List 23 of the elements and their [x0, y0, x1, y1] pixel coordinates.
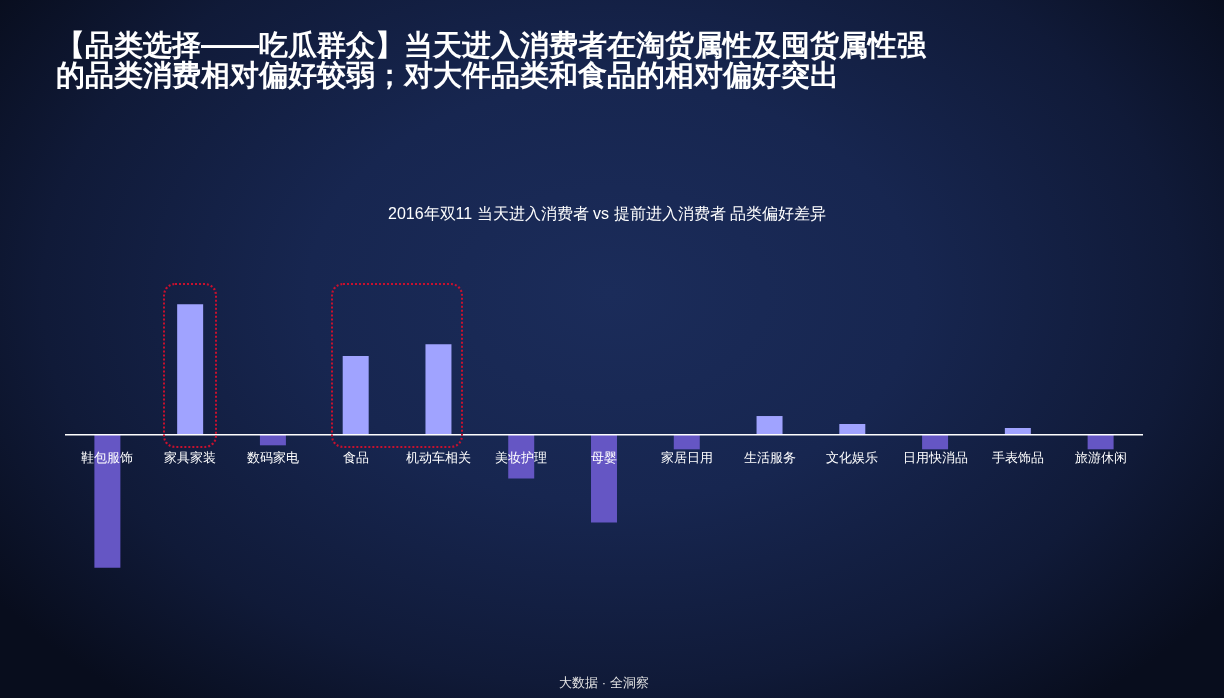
- x-tick-label: 手表饰品: [991, 450, 1044, 466]
- text: 大数据 · 全洞察: [558, 674, 650, 692]
- x-tick-label: 鞋包服饰: [81, 450, 134, 466]
- x-tick-label: 日用快消品: [902, 450, 968, 466]
- x-tick-label: 旅游休闲: [1074, 450, 1127, 466]
- bar: [177, 304, 204, 435]
- x-tick-label: 食品: [342, 450, 369, 466]
- bar: [94, 434, 121, 568]
- x-tick-label: 家居日用: [660, 450, 713, 466]
- x-tick-label: 数码家电: [246, 450, 299, 466]
- bar: [342, 356, 369, 435]
- bar: [1004, 428, 1031, 435]
- x-tick-label: 母婴: [591, 450, 617, 466]
- x-tick-label: 机动车相关: [405, 450, 471, 466]
- bar: [425, 344, 452, 435]
- x-tick-label: 文化娱乐: [826, 450, 879, 466]
- x-tick-label: 生活服务: [743, 450, 796, 466]
- chart-subtitle: 2016年双11 当天进入消费者 vs 提前进入消费者 品类偏好差异: [387, 204, 827, 224]
- x-tick-label: 美妆护理: [495, 450, 548, 466]
- x-tick-label: 家具家装: [164, 450, 217, 466]
- bar: [756, 416, 783, 435]
- chart-title: 【品类选择——吃瓜群众】当天进入消费者在淘货属性及囤货属性强的品类消费相对偏好较弱；对大件品类和食品的相对偏好突出: [56, 29, 927, 91]
- bar: [839, 424, 866, 435]
